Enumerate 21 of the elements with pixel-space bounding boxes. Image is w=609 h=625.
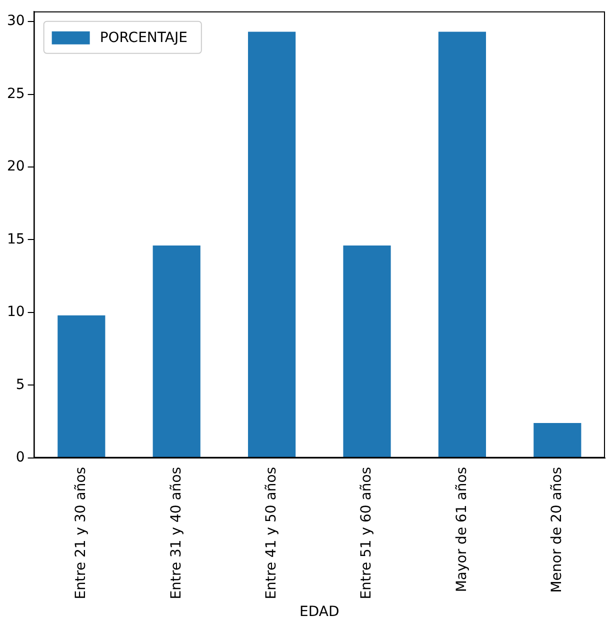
y-tick-label: 20 [6,158,25,175]
x-axis-title: EDAD [300,604,340,620]
x-tick-label: Entre 41 y 50 años [263,466,280,600]
y-tick-label: 30 [6,13,25,30]
y-tick-label: 15 [6,231,25,248]
x-tick-label: Menor de 20 años [549,466,566,593]
x-tick-label: Mayor de 61 años [454,466,470,592]
y-tick-label: 0 [16,450,25,466]
y-tick-label: 25 [6,86,25,102]
x-tick-label: Entre 51 y 60 años [358,466,375,600]
bar [248,32,296,458]
legend-label: PORCENTAJE [100,30,188,46]
x-tick-label: Entre 31 y 40 años [168,466,184,600]
bar [438,32,486,458]
y-tick-label: 5 [16,376,25,393]
x-tick-label: Entre 21 y 30 años [73,466,90,600]
y-tick-label: 10 [6,304,25,320]
bar [343,246,391,458]
bar [152,246,200,458]
bar [58,315,106,458]
bar [534,423,582,458]
